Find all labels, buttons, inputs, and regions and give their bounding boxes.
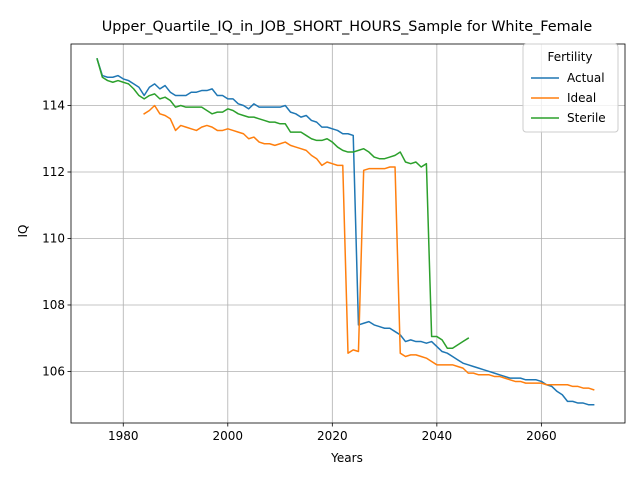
y-tick-label: 106: [42, 364, 65, 378]
x-tick-label: 2020: [317, 429, 348, 443]
series-line-sterile: [96, 58, 470, 349]
series-lines: [96, 58, 595, 406]
chart-title: Upper_Quartile_IQ_in_JOB_SHORT_HOURS_Sam…: [102, 19, 593, 35]
legend-label-ideal: Ideal: [567, 91, 596, 105]
y-tick-label: 114: [42, 99, 65, 113]
x-tick-label: 2000: [213, 429, 244, 443]
plot-area-frame: [70, 43, 626, 424]
x-tick-label: 1980: [108, 429, 139, 443]
legend-label-actual: Actual: [567, 71, 605, 85]
x-tick-label: 2040: [422, 429, 453, 443]
x-axis-label: Years: [330, 451, 363, 465]
series-line-actual: [96, 58, 595, 406]
x-axis-ticks: 1980 2000 2020 2040 2060: [108, 423, 557, 443]
y-tick-label: 110: [42, 231, 65, 245]
legend-title: Fertility: [547, 50, 592, 64]
y-tick-label: 112: [42, 165, 65, 179]
legend-label-sterile: Sterile: [567, 111, 606, 125]
legend: Fertility Actual Ideal Sterile: [522, 43, 619, 133]
series-line-ideal: [143, 104, 595, 391]
x-tick-label: 2060: [526, 429, 557, 443]
legend-box: [522, 43, 619, 133]
y-axis-label: IQ: [16, 225, 30, 238]
y-tick-label: 108: [42, 298, 65, 312]
y-axis-ticks: 106 108 110 112 114: [42, 99, 71, 378]
